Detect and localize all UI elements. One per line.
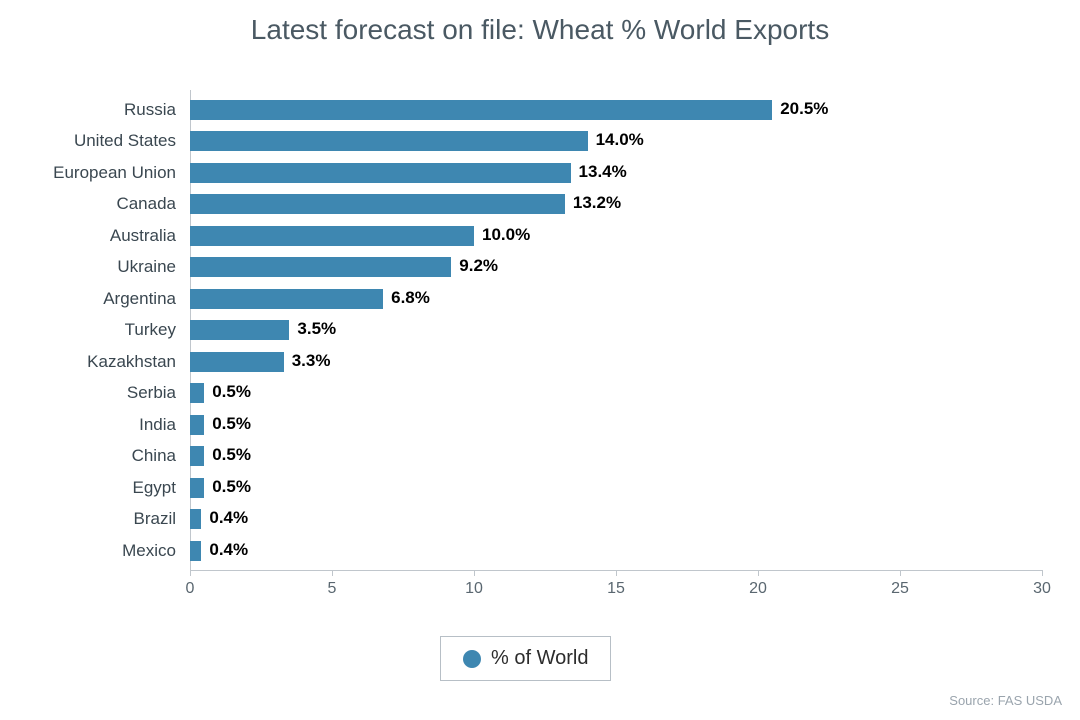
bar-value-label: 13.2% xyxy=(573,193,621,213)
bar-value-label: 9.2% xyxy=(459,256,498,276)
source-attribution: Source: FAS USDA xyxy=(949,693,1062,708)
bar xyxy=(190,194,565,214)
category-label: Australia xyxy=(110,226,176,246)
bar xyxy=(190,131,588,151)
x-tick-mark xyxy=(1042,570,1043,576)
x-tick-label: 30 xyxy=(1033,580,1051,598)
bar-value-label: 0.5% xyxy=(212,414,251,434)
bar-value-label: 13.4% xyxy=(579,162,627,182)
x-tick-label: 15 xyxy=(607,580,625,598)
chart-title: Latest forecast on file: Wheat % World E… xyxy=(251,14,829,45)
category-label: Turkey xyxy=(125,320,176,340)
bar-value-label: 10.0% xyxy=(482,225,530,245)
x-tick-label: 20 xyxy=(749,580,767,598)
bar-value-label: 0.5% xyxy=(212,382,251,402)
category-label: Brazil xyxy=(133,509,176,529)
bar xyxy=(190,100,772,120)
category-label: Canada xyxy=(116,194,176,214)
category-label: India xyxy=(139,415,176,435)
plot-area: Russia20.5%United States14.0%European Un… xyxy=(190,90,1042,570)
x-tick-label: 0 xyxy=(186,580,195,598)
category-label: Kazakhstan xyxy=(87,352,176,372)
bar xyxy=(190,257,451,277)
bar xyxy=(190,226,474,246)
bar-value-label: 0.4% xyxy=(209,508,248,528)
category-label: European Union xyxy=(53,163,176,183)
bar xyxy=(190,541,201,561)
chart-title-wrap: Latest forecast on file: Wheat % World E… xyxy=(0,0,1080,56)
category-label: Argentina xyxy=(103,289,176,309)
bar-value-label: 6.8% xyxy=(391,288,430,308)
category-label: Ukraine xyxy=(117,257,176,277)
legend-marker-icon xyxy=(463,650,481,668)
bar xyxy=(190,383,204,403)
chart-container: Latest forecast on file: Wheat % World E… xyxy=(0,0,1080,720)
bar xyxy=(190,446,204,466)
category-label: Egypt xyxy=(133,478,176,498)
bar-value-label: 20.5% xyxy=(780,99,828,119)
category-label: Russia xyxy=(124,100,176,120)
bar-value-label: 0.5% xyxy=(212,445,251,465)
legend-label: % of World xyxy=(491,647,588,670)
category-label: United States xyxy=(74,131,176,151)
x-tick-label: 25 xyxy=(891,580,909,598)
bar-value-label: 3.3% xyxy=(292,351,331,371)
bar-value-label: 3.5% xyxy=(297,319,336,339)
bar xyxy=(190,415,204,435)
bar xyxy=(190,478,204,498)
bar-value-label: 14.0% xyxy=(596,130,644,150)
bar xyxy=(190,352,284,372)
x-tick-label: 10 xyxy=(465,580,483,598)
x-axis-line xyxy=(190,570,1042,571)
category-label: Mexico xyxy=(122,541,176,561)
bar xyxy=(190,320,289,340)
legend: % of World xyxy=(440,636,611,681)
category-label: China xyxy=(132,446,176,466)
x-tick-label: 5 xyxy=(328,580,337,598)
bar xyxy=(190,289,383,309)
bar xyxy=(190,163,571,183)
bar-value-label: 0.5% xyxy=(212,477,251,497)
bar xyxy=(190,509,201,529)
category-label: Serbia xyxy=(127,383,176,403)
bar-value-label: 0.4% xyxy=(209,540,248,560)
